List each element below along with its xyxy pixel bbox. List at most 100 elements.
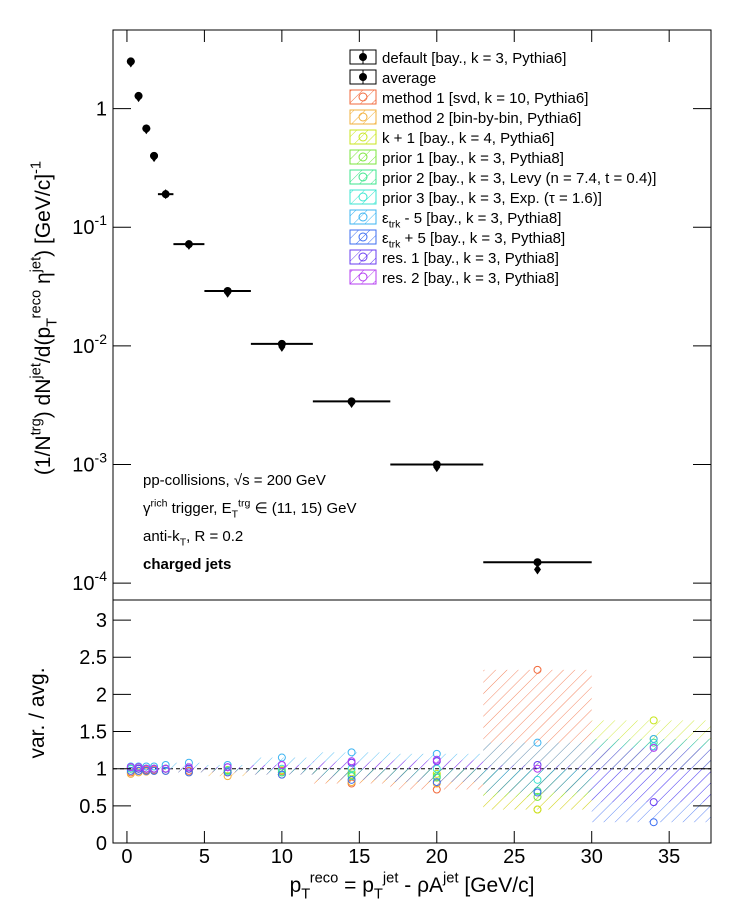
y-tick-label: 10-3 <box>72 449 107 476</box>
variation-marker <box>134 763 143 772</box>
x-axis-title: pTreco = pTjet - ρAjet [GeV/c] <box>290 871 535 903</box>
average-marker <box>142 124 151 133</box>
y-tick-label: 1 <box>96 759 107 781</box>
variation-band <box>126 767 135 769</box>
legend-marker <box>358 152 368 162</box>
legend-label: default [bay., k = 3, Pythia6] <box>382 50 566 67</box>
variation-marker <box>432 778 441 787</box>
variation-band <box>483 742 592 769</box>
y-axis-title: (1/Ntrg) dNjet/d(pTreco ηjet) [GeV/c]-1 <box>29 161 61 475</box>
variation-marker <box>649 743 658 752</box>
average-marker <box>277 339 286 348</box>
variation-band <box>157 768 174 770</box>
legend-marker <box>358 212 368 222</box>
variation-band <box>483 768 592 770</box>
x-tick-label: 15 <box>348 846 370 868</box>
variation-marker <box>142 766 151 775</box>
variation-band <box>142 768 151 771</box>
legend-swatch <box>349 129 377 145</box>
variation-marker <box>649 798 658 807</box>
legend-swatch <box>349 209 377 225</box>
variation-marker <box>223 763 232 772</box>
legend-marker <box>358 192 368 202</box>
legend-swatch <box>349 149 377 165</box>
frame <box>112 599 712 844</box>
y-tick-label: 1.5 <box>79 722 107 744</box>
y-tick-label: 10-2 <box>72 331 107 358</box>
variation-band <box>483 768 592 793</box>
x-tick-label: 35 <box>658 846 680 868</box>
variation-band <box>390 759 484 769</box>
legend-label: εtrk - 5 [bay., k = 3, Pythia8] <box>382 210 561 231</box>
x-tick-label: 5 <box>199 846 210 868</box>
variation-marker <box>161 764 170 773</box>
average-marker <box>134 91 143 100</box>
variation-marker <box>533 738 542 747</box>
variation-band <box>250 764 313 769</box>
average-marker <box>347 397 356 406</box>
variation-marker <box>533 805 542 814</box>
legend-label: average <box>382 70 436 87</box>
annotation: pp-collisions, √s = 200 GeV <box>143 472 326 489</box>
variation-band <box>134 768 143 771</box>
variation-marker <box>347 748 356 757</box>
variation-marker <box>347 775 356 784</box>
legend-swatch <box>349 89 377 105</box>
legend-swatch <box>349 109 377 125</box>
variation-marker <box>161 766 170 775</box>
plot-area <box>126 57 592 575</box>
variation-marker <box>533 760 542 769</box>
x-tick-label: 20 <box>426 846 448 868</box>
variation-marker <box>223 772 232 781</box>
legend-marker <box>358 92 368 102</box>
legend-label: method 1 [svd, k = 10, Pythia6] <box>382 90 588 107</box>
default-marker <box>533 564 541 575</box>
legend-marker <box>359 73 367 81</box>
y-tick-label: 3 <box>96 610 107 632</box>
variation-marker <box>150 766 159 775</box>
legend-swatch <box>349 169 377 185</box>
variation-marker <box>150 764 159 773</box>
legend-label: prior 3 [bay., k = 3, Exp. (τ = 1.6)] <box>382 190 602 207</box>
variation-band <box>591 768 711 803</box>
average-marker <box>161 190 170 199</box>
variation-band <box>134 767 143 769</box>
variation-marker <box>126 763 135 772</box>
legend-label: res. 2 [bay., k = 3, Pythia8] <box>382 270 559 287</box>
average-marker <box>223 286 232 295</box>
variation-marker <box>142 764 151 773</box>
variation-marker <box>649 716 658 725</box>
legend-label: res. 1 [bay., k = 3, Pythia8] <box>382 250 559 267</box>
legend-marker <box>358 232 368 242</box>
legend-label: k + 1 [bay., k = 4, Pythia6] <box>382 130 554 147</box>
y-tick-label: 0.5 <box>79 796 107 818</box>
variation-band <box>173 767 205 769</box>
variation-band <box>312 768 391 780</box>
variation-band <box>173 762 205 769</box>
annotation: charged jets <box>143 556 231 573</box>
variation-band <box>150 768 158 771</box>
plot-area <box>113 665 711 827</box>
variation-band <box>142 768 151 770</box>
variation-marker <box>533 764 542 773</box>
x-tick-label: 0 <box>121 846 132 868</box>
variation-band <box>250 757 313 769</box>
variation-band <box>204 764 251 769</box>
variation-band <box>126 768 135 774</box>
legend-label: εtrk + 5 [bay., k = 3, Pythia8] <box>382 230 565 251</box>
legend-marker <box>358 272 368 282</box>
x-tick-label: 10 <box>271 846 293 868</box>
variation-band <box>173 768 205 770</box>
variation-band <box>157 768 174 771</box>
annotation: γrich trigger, ETtrg ∈ (11, 15) GeV <box>143 497 356 520</box>
legend-marker <box>358 112 368 122</box>
variation-marker <box>533 788 542 797</box>
annotation: anti-kT, R = 0.2 <box>143 528 243 549</box>
variation-band <box>126 768 135 771</box>
average-marker <box>184 240 193 249</box>
y-tick-label: 1 <box>96 99 107 121</box>
average-marker <box>432 460 441 469</box>
y-tick-label: 0 <box>96 833 107 855</box>
legend-marker <box>358 172 368 182</box>
legend-swatch <box>349 189 377 205</box>
